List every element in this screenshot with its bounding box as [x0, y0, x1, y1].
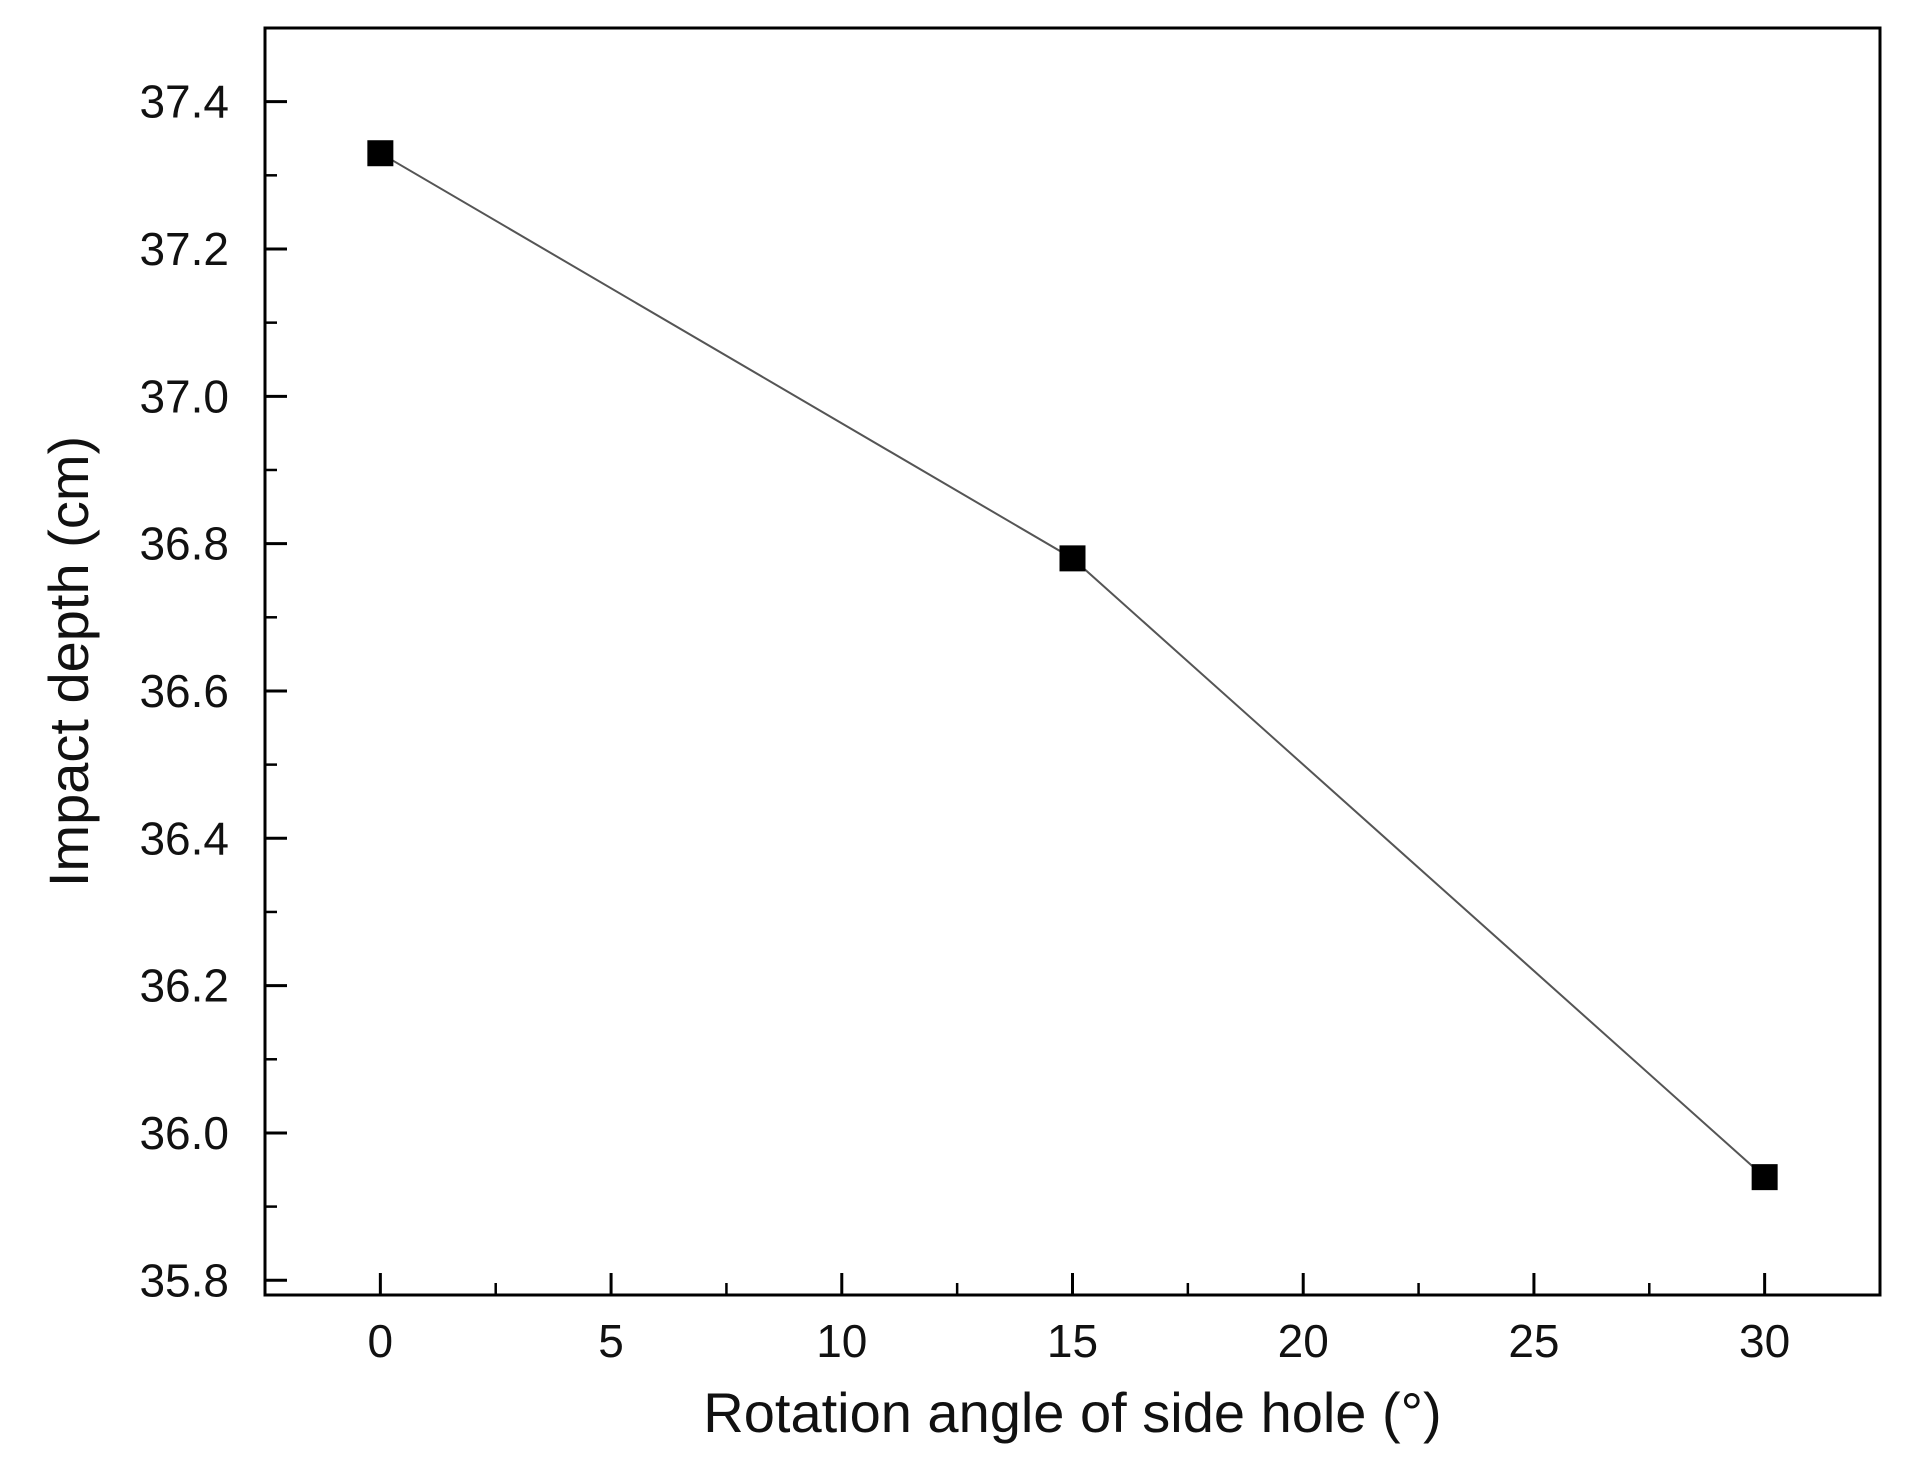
x-axis-title: Rotation angle of side hole (°)	[703, 1381, 1441, 1444]
y-tick-label: 36.6	[139, 665, 229, 717]
y-tick-label: 37.0	[139, 370, 229, 422]
y-tick-label: 36.0	[139, 1107, 229, 1159]
y-tick-label: 35.8	[139, 1254, 229, 1306]
y-tick-label: 36.8	[139, 518, 229, 570]
plot-frame	[263, 26, 1882, 1297]
x-tick-label: 30	[1739, 1315, 1790, 1367]
data-point-marker	[1059, 545, 1086, 572]
x-tick-label: 20	[1278, 1315, 1329, 1367]
data-point-marker	[367, 140, 394, 167]
x-tick-label: 15	[1047, 1315, 1098, 1367]
y-tick-label: 36.2	[139, 960, 229, 1012]
data-point-marker	[1751, 1164, 1778, 1191]
y-tick-label: 36.4	[139, 812, 229, 864]
y-tick-label: 37.2	[139, 223, 229, 275]
y-tick-label: 37.4	[139, 76, 229, 128]
x-tick-label: 0	[368, 1315, 394, 1367]
series-line	[379, 152, 1766, 1178]
x-tick-label: 10	[816, 1315, 867, 1367]
y-axis-title: Impact depth (cm)	[37, 436, 100, 887]
x-tick-label: 25	[1508, 1315, 1559, 1367]
x-tick-label: 5	[598, 1315, 624, 1367]
